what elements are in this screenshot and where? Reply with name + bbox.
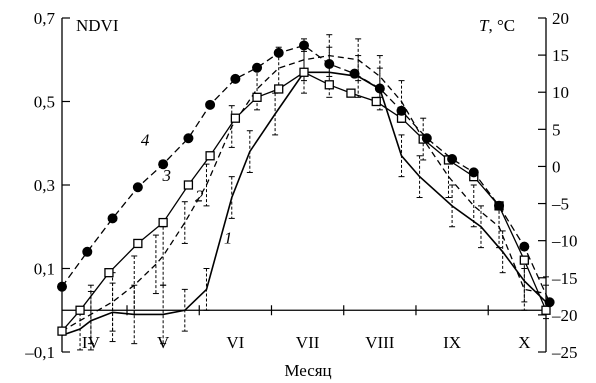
series-4-point — [494, 200, 505, 211]
month-label: VIII — [365, 333, 395, 352]
right-tick-label: –10 — [551, 232, 578, 251]
series-3-point — [104, 268, 114, 278]
series-4-point — [299, 40, 309, 51]
month-label: X — [518, 333, 530, 352]
series-4-point — [447, 154, 458, 165]
series-4-label: 4 — [141, 130, 150, 149]
series-4-point — [158, 159, 169, 170]
x-axis-title: Месяц — [284, 361, 331, 380]
left-tick-label: 0,3 — [34, 176, 55, 195]
series-2-line — [61, 54, 547, 332]
series-4-point — [82, 246, 93, 257]
month-label: VII — [296, 333, 320, 352]
series-2-label: 2 — [195, 187, 204, 206]
series-3-point — [371, 96, 381, 107]
right-tick-label: 0 — [552, 157, 561, 176]
series-3-point — [230, 113, 241, 123]
left-tick-label: 0,7 — [34, 9, 56, 28]
series-4-point — [252, 62, 263, 73]
series-3-point — [299, 67, 309, 77]
series-4-point — [396, 105, 407, 116]
series-4-point — [183, 133, 194, 144]
series-3-point — [133, 238, 143, 249]
right-tick-label: –15 — [551, 269, 578, 288]
series-4-point — [132, 182, 143, 193]
right-tick-label: 5 — [552, 120, 561, 139]
right-tick-label: 10 — [552, 83, 569, 102]
series-4-point — [273, 47, 284, 58]
month-label: IX — [443, 333, 461, 352]
series-3-point — [75, 305, 85, 315]
series-4-point — [421, 133, 432, 144]
series-4-line — [61, 44, 551, 303]
series-3-point — [324, 80, 334, 90]
left-tick-label: –0,1 — [24, 343, 55, 362]
left-axis-title: NDVI — [76, 16, 119, 35]
series-3-label: 3 — [161, 166, 171, 185]
right-axis-title: T, °C — [479, 16, 515, 35]
series-4-point — [544, 297, 555, 308]
series-3-point — [541, 305, 551, 315]
series-1-line — [61, 71, 547, 337]
series-4-point — [374, 83, 385, 94]
series-3-point — [57, 326, 67, 336]
series-3-point — [252, 92, 262, 102]
series-4-point — [349, 68, 360, 79]
series-4-point — [519, 241, 530, 252]
series-3-point — [183, 180, 194, 190]
series-4-point — [57, 281, 67, 292]
series-4-point — [205, 99, 216, 110]
right-tick-label: –5 — [551, 195, 569, 214]
series-1-label: 1 — [224, 228, 233, 247]
left-tick-label: 0,1 — [34, 260, 55, 279]
series-3-point — [274, 84, 284, 94]
series-4-point — [324, 59, 335, 70]
left-tick-label: 0,5 — [34, 93, 55, 112]
series-4-point — [107, 213, 118, 224]
right-tick-label: –20 — [551, 306, 578, 325]
series-3-point — [519, 255, 529, 265]
right-tick-label: –25 — [551, 343, 578, 362]
series-3-point — [346, 88, 356, 98]
month-label: VI — [226, 333, 244, 352]
series-3-point — [158, 217, 168, 228]
series-4-point — [230, 73, 241, 84]
series-4-point — [468, 167, 479, 178]
series-3-point — [205, 151, 215, 161]
right-tick-label: 20 — [552, 9, 569, 28]
right-tick-label: 15 — [552, 46, 569, 65]
